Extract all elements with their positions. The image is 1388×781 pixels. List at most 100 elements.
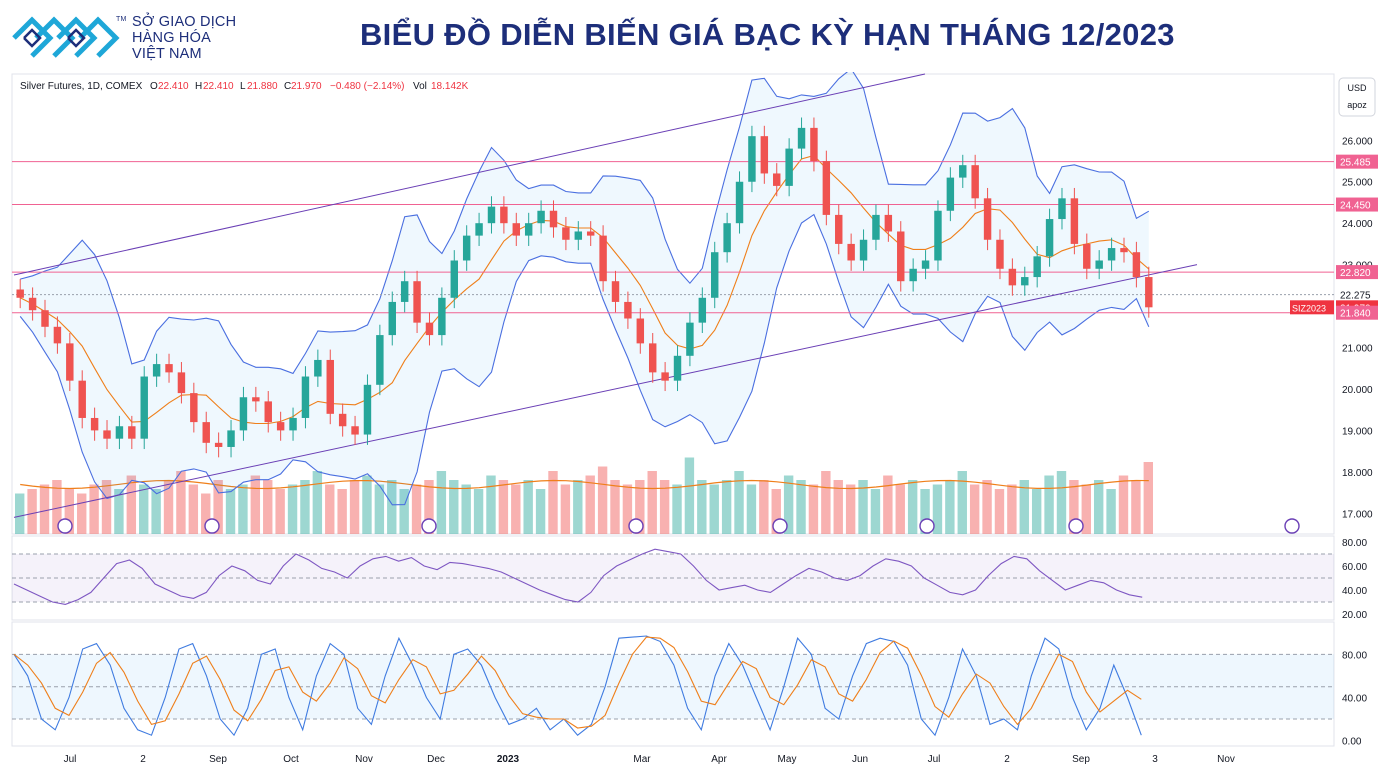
bollinger-upper-line xyxy=(20,67,1150,375)
volume-bar xyxy=(1081,484,1091,534)
candle-body xyxy=(1021,277,1029,286)
legend-l-value: 21.880 xyxy=(247,81,278,92)
event-marker-icon[interactable] xyxy=(204,518,220,534)
candle-body xyxy=(314,359,322,377)
volume-bar xyxy=(337,489,347,534)
volume-bar xyxy=(808,484,819,534)
currency-button[interactable] xyxy=(1338,77,1376,117)
volume-bar xyxy=(349,480,360,534)
candle-body xyxy=(66,343,74,381)
event-marker-icon[interactable] xyxy=(919,518,935,534)
candle-body xyxy=(673,355,682,381)
volume-bar xyxy=(610,480,620,534)
x-tick-label: May xyxy=(778,754,797,765)
chart-svg[interactable]: 26.00025.00024.00023.00022.00021.00020.0… xyxy=(0,67,1388,776)
volume-bar xyxy=(659,480,670,534)
candle-body xyxy=(214,442,223,447)
event-marker-icon[interactable] xyxy=(628,518,644,534)
candle-body xyxy=(264,401,272,423)
candle-body xyxy=(152,364,161,377)
x-tick-label: Nov xyxy=(1217,754,1235,765)
x-tick-label: 2023 xyxy=(497,754,520,765)
event-marker-icon[interactable] xyxy=(421,518,437,534)
candle-body xyxy=(760,136,769,174)
candle-body xyxy=(41,310,49,327)
candle-body xyxy=(723,223,731,253)
candle-body xyxy=(624,301,632,319)
price-label: 22.275 xyxy=(1340,291,1371,302)
x-tick-label: Dec xyxy=(427,754,445,765)
candle-body xyxy=(487,206,496,224)
volume-bar xyxy=(845,484,856,534)
candle-body xyxy=(289,417,297,431)
volume-bar xyxy=(486,475,496,534)
stochastic-tick-label: 40.00 xyxy=(1342,693,1367,704)
candle-body xyxy=(140,376,148,439)
candle-body xyxy=(574,231,583,240)
x-tick-label: Sep xyxy=(1072,754,1090,765)
channel-upper-line xyxy=(13,73,926,276)
brand-line-1: SỞ GIAO DỊCH xyxy=(132,14,237,30)
candle-body xyxy=(165,364,173,373)
candle-body xyxy=(983,198,992,240)
legend-vol-label: Vol xyxy=(413,81,427,92)
price-tick-label: 24.000 xyxy=(1342,219,1373,230)
volume-bar xyxy=(498,480,509,534)
candle-body xyxy=(859,239,868,261)
volume-bar xyxy=(697,480,707,534)
x-tick-label: 2 xyxy=(1004,754,1010,765)
candle-body xyxy=(438,297,446,336)
stochastic-pane[interactable] xyxy=(11,621,1335,747)
price-tick-label: 26.000 xyxy=(1342,136,1373,147)
header: TM SỞ GIAO DỊCH HÀNG HÓA VIỆT NAM BIỂU Đ… xyxy=(0,0,1388,72)
event-marker-icon[interactable] xyxy=(1284,518,1300,534)
volume-bar xyxy=(957,471,967,534)
candle-body xyxy=(1095,260,1103,269)
price-label: 24.450 xyxy=(1340,201,1371,212)
volume-bar xyxy=(883,475,893,534)
candle-body xyxy=(822,161,831,215)
rsi-line xyxy=(13,548,1143,605)
candle-body xyxy=(909,268,917,282)
volume-bar xyxy=(684,457,695,534)
event-marker-icon[interactable] xyxy=(57,518,73,534)
candle-body xyxy=(326,359,334,414)
volume-bar xyxy=(77,493,87,534)
candle-body xyxy=(711,252,719,298)
candle-body xyxy=(177,372,186,394)
candle-body xyxy=(53,326,62,344)
legend-c-value: 21.970 xyxy=(291,81,322,92)
stochastic-tick-label: 80.00 xyxy=(1342,650,1367,661)
candle-body xyxy=(537,210,545,224)
volume-bar xyxy=(325,484,335,534)
volume-bar xyxy=(870,489,881,534)
volume-bar xyxy=(783,475,794,534)
event-marker-icon[interactable] xyxy=(772,518,788,534)
price-label-box xyxy=(1336,197,1378,212)
candle-body xyxy=(810,127,818,162)
trademark-mark: TM xyxy=(116,16,127,23)
candle-body xyxy=(748,136,756,182)
x-tick-label: 2 xyxy=(140,754,146,765)
price-pane[interactable] xyxy=(11,73,1335,535)
candle-body xyxy=(884,214,893,232)
candle-body xyxy=(698,297,707,323)
axes: 26.00025.00024.00023.00022.00021.00020.0… xyxy=(57,136,1378,765)
legend-h-label: H xyxy=(195,81,202,92)
price-plot xyxy=(12,67,1334,534)
candle-body xyxy=(450,260,458,298)
event-marker-icon[interactable] xyxy=(1068,518,1084,534)
candle-body xyxy=(1070,198,1079,244)
chart-container[interactable]: 26.00025.00024.00023.00022.00021.00020.0… xyxy=(0,67,1388,776)
volume-bar xyxy=(573,480,583,534)
candle-body xyxy=(1107,248,1116,261)
x-tick-label: Mar xyxy=(633,754,651,765)
candle-body xyxy=(996,239,1004,269)
volume-bar xyxy=(436,471,447,534)
legend-c-label: C xyxy=(284,81,291,92)
volume-bar xyxy=(759,480,769,534)
x-tick-label: Jul xyxy=(928,754,941,765)
candle-body xyxy=(128,426,136,439)
volume-bar xyxy=(238,484,248,534)
volume-bar xyxy=(709,484,719,534)
